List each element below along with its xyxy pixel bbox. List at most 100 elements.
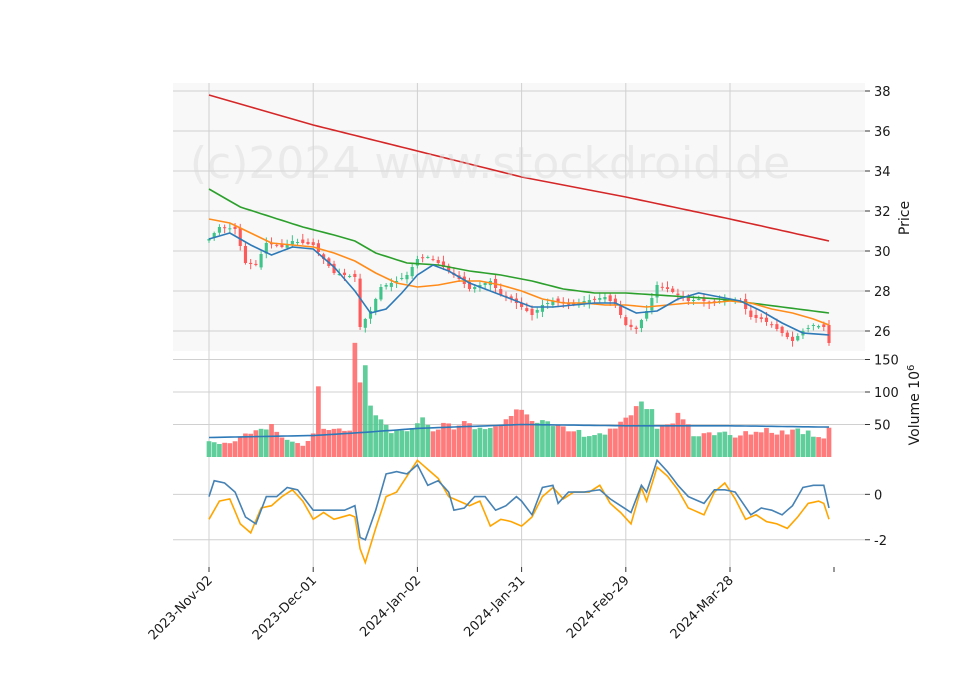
- volume-bar: [816, 437, 821, 457]
- volume-bar: [498, 425, 504, 457]
- candle-body: [546, 303, 550, 305]
- volume-bar: [404, 431, 410, 457]
- candle-body: [421, 257, 425, 259]
- price-axis-label: Price: [897, 201, 913, 235]
- volume-bar: [503, 419, 509, 457]
- volume-bar: [758, 432, 764, 457]
- volume-bar: [826, 427, 832, 457]
- candle-body: [535, 310, 539, 313]
- oscillator-panel-bg: [173, 458, 865, 567]
- candle-body: [436, 260, 440, 263]
- candle-body: [400, 278, 404, 279]
- volume-bar: [508, 415, 514, 457]
- candle-body: [363, 319, 367, 328]
- volume-bar: [623, 417, 629, 457]
- candle-body: [817, 326, 821, 328]
- volume-bar: [581, 436, 587, 457]
- candle-body: [259, 254, 263, 268]
- volume-bar: [592, 435, 597, 457]
- volume-bar: [571, 431, 577, 457]
- candle-body: [634, 327, 638, 329]
- candle-body: [566, 303, 571, 305]
- candle-body: [520, 302, 524, 307]
- volume-bar: [545, 421, 550, 457]
- volume-bar: [451, 429, 457, 457]
- volume-bar: [383, 424, 389, 457]
- price-tick-label: 36: [874, 125, 891, 140]
- volume-bar: [482, 429, 488, 457]
- candle-body: [530, 308, 534, 315]
- candle-body: [275, 244, 279, 246]
- volume-bar: [628, 415, 634, 457]
- candle-body: [467, 281, 472, 289]
- price-tick-label: 32: [874, 205, 891, 220]
- volume-bar: [290, 441, 295, 457]
- x-tick-label: 2024-Jan-02: [357, 573, 424, 640]
- oscillator-signal-line: [208, 459, 830, 565]
- candle-body: [822, 324, 826, 327]
- candle-body: [509, 296, 513, 299]
- price-tick-label: 26: [874, 325, 891, 340]
- volume-bar: [769, 432, 775, 457]
- candle-body: [233, 226, 237, 229]
- candle-body: [660, 286, 664, 288]
- volume-bar: [295, 443, 300, 457]
- volume-bar: [357, 382, 363, 457]
- candle-body: [587, 300, 591, 304]
- volume-bar: [821, 438, 827, 457]
- volume-bar: [795, 428, 801, 457]
- volume-bar: [514, 409, 519, 457]
- candle-body: [368, 311, 373, 319]
- volume-bar: [722, 431, 728, 457]
- volume-bar: [430, 431, 436, 457]
- candle-body: [754, 314, 758, 318]
- candle-body: [280, 243, 284, 247]
- volume-bar: [493, 426, 498, 457]
- volume-bar: [790, 429, 795, 457]
- candle-body: [353, 273, 357, 277]
- volume-bar: [805, 430, 811, 457]
- volume-bar: [362, 365, 368, 457]
- volume-bar: [524, 414, 530, 457]
- volume-bar: [248, 433, 254, 457]
- volume-bar: [712, 435, 717, 457]
- candle-body: [306, 241, 310, 244]
- ma-slow-line: [208, 188, 830, 314]
- price-tick-label: 34: [874, 165, 891, 180]
- candle-body: [764, 317, 769, 322]
- volume-bar: [305, 440, 311, 457]
- volume-bar: [613, 428, 618, 457]
- candle-body: [775, 324, 779, 329]
- candle-body: [332, 263, 336, 273]
- volume-bar: [649, 409, 655, 457]
- volume-bar: [685, 424, 691, 457]
- volume-bar: [321, 428, 326, 457]
- volume-bar: [602, 434, 608, 457]
- candle-body: [702, 297, 706, 301]
- candle-body: [551, 301, 555, 306]
- volume-bar: [461, 421, 467, 457]
- candle-body: [447, 265, 451, 271]
- volume-bar: [232, 441, 238, 457]
- candle-body: [645, 311, 649, 319]
- volume-bar: [701, 433, 707, 457]
- volume-bar: [326, 430, 332, 457]
- volume-bar: [706, 432, 712, 457]
- candle-body: [348, 276, 352, 277]
- candle-body: [639, 320, 643, 329]
- candle-body: [212, 233, 216, 238]
- volume-bar: [680, 419, 686, 457]
- candle-body: [665, 287, 670, 289]
- candle-body: [827, 324, 831, 343]
- volume-bar: [743, 431, 748, 457]
- volume-bar: [560, 426, 566, 457]
- volume-bar: [779, 430, 785, 457]
- volume-bar: [607, 428, 613, 457]
- candle-body: [613, 298, 617, 305]
- candle-body: [316, 243, 320, 252]
- candle-body: [811, 325, 815, 326]
- volume-bar: [477, 427, 483, 457]
- volume-bar: [389, 433, 394, 457]
- volume-bar: [310, 433, 316, 457]
- volume-bar: [263, 429, 269, 457]
